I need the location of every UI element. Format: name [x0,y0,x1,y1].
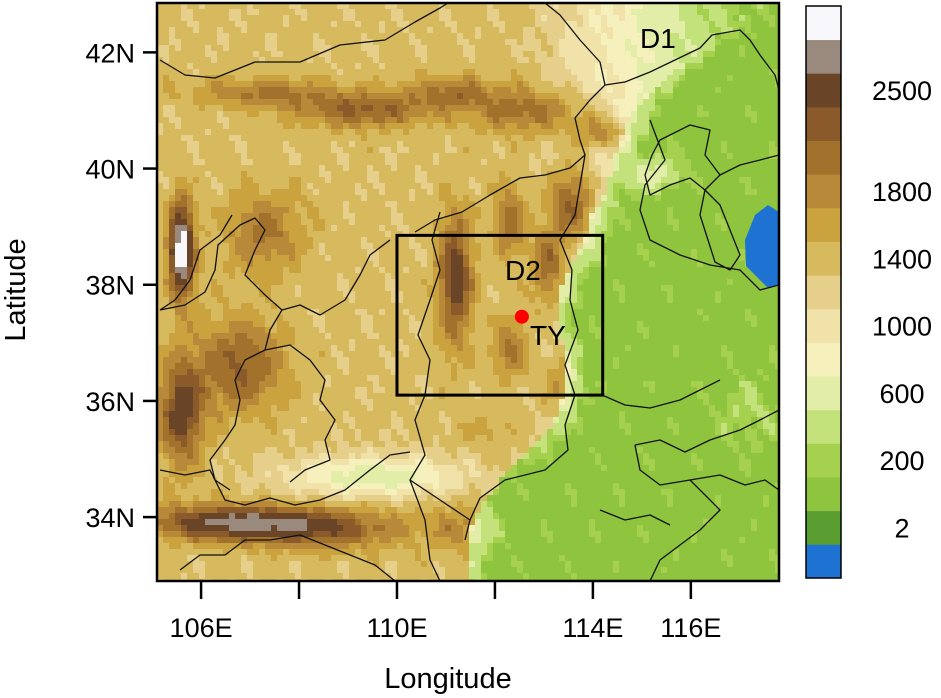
boundary-north-2 [414,3,606,233]
ty-label: TY [530,320,566,351]
colorbar-label: 600 [879,379,924,409]
boundary-northeast [604,29,779,91]
colorbar-swatch [806,73,841,108]
boundary-east-5 [689,474,779,491]
colorbar-swatch [806,443,841,478]
colorbar-swatch [806,376,841,411]
colorbar-swatch [806,39,841,74]
map-frame [155,1,781,583]
colorbar-swatch [806,6,841,41]
colorbar-label: 1400 [872,244,932,274]
x-tick-label: 116E [660,613,721,643]
boundary-south-3 [409,479,471,521]
colorbar-frame [805,5,842,579]
colorbar-swatch [806,207,841,242]
d2-domain-box [395,233,605,397]
boundary-east-7 [719,154,779,176]
y-tick-label: 36N [85,387,135,417]
d2-label: D2 [505,255,541,286]
boundary-east-4 [634,444,721,581]
colorbar-swatch [806,308,841,343]
colorbar-swatch [806,174,841,209]
sea-patch [745,205,779,288]
axis-ticks: 106E 110E 114E 116E 34N 36N 38N 40N 42N [85,38,721,643]
terrain-elevation-field [157,3,779,581]
x-tick-label: 110E [366,613,427,643]
boundary-inner-west [209,349,266,491]
y-tick-label: 40N [85,155,135,185]
y-tick-label: 42N [85,38,135,68]
boundary-south-1 [159,451,411,506]
d1-label: D1 [640,23,676,54]
boundary-south-2 [179,534,396,581]
boundary-shanxi-east [464,154,586,541]
boundary-east-1 [601,379,721,409]
boundary-east-6 [599,509,671,526]
boundary-tianjin [699,189,741,271]
colorbar-swatch [806,241,841,276]
boundary-north-1 [159,3,449,79]
colorbar-swatch [806,409,841,444]
bohai-sea-water [745,205,779,288]
y-axis-title: Latitude [0,238,32,341]
colorbar-swatch [806,106,841,141]
ty-station-marker [514,309,529,324]
boundary-east-2 [639,119,779,291]
colorbar-label: 1800 [872,177,932,207]
y-tick-label: 38N [85,271,135,301]
x-axis-title: Longitude [384,663,511,695]
boundary-east-3 [634,409,779,453]
province-boundaries [159,3,779,581]
colorbar-swatch [806,342,841,377]
colorbar-swatch [806,275,841,310]
colorbar-swatch [806,140,841,175]
colorbar-swatch [806,510,841,545]
boundary-gansu [159,214,233,311]
boundary-ningxia [159,217,283,351]
colorbar-swatch [806,544,841,579]
y-tick-label: 34N [85,503,135,533]
colorbar-label: 2 [894,514,909,544]
colorbar-swatch [806,477,841,512]
boundary-inner-west-2 [264,344,336,483]
x-tick-label: 114E [562,613,623,643]
x-tick-label: 106E [170,613,233,643]
boundary-shaanxi [281,239,391,316]
colorbar-label: 2500 [872,76,932,106]
boundary-beijing [644,124,721,196]
colorbar-label: 200 [879,446,924,476]
colorbar-label: 1000 [872,312,932,342]
elevation-colorbar: 2 200 600 1000 1400 1800 2500 [805,5,932,579]
